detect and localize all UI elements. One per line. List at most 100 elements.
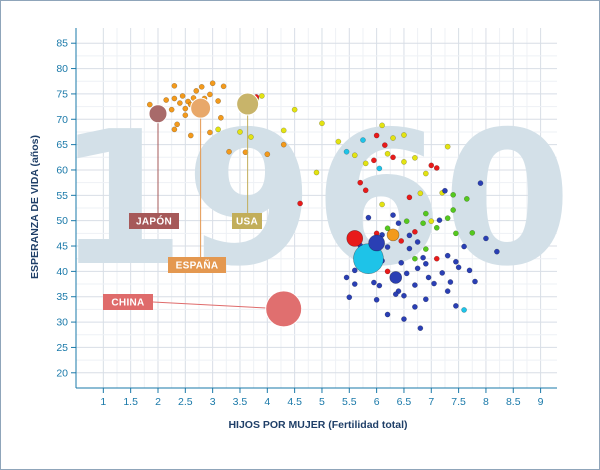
x-tick-label: 3.5 xyxy=(233,396,248,408)
y-tick-label: 40 xyxy=(56,266,68,278)
y-tick-label: 50 xyxy=(56,215,68,227)
x-tick-label: 6.5 xyxy=(397,396,412,408)
x-tick-label: 3 xyxy=(210,396,216,408)
data-point-americas xyxy=(319,120,325,127)
x-tick-label: 9 xyxy=(538,396,544,408)
data-point-europe xyxy=(179,93,186,99)
data-point-middle-east xyxy=(453,230,459,237)
callouts: JAPÓN ESPAÑA USA CHINA xyxy=(103,92,303,328)
data-point-asia xyxy=(357,179,364,186)
x-tick-label: 2.5 xyxy=(178,396,193,408)
data-point-large xyxy=(386,228,400,242)
callout-box xyxy=(129,213,179,229)
data-point-europe xyxy=(198,83,205,90)
data-point-africa xyxy=(477,180,484,187)
data-point-americas xyxy=(444,143,451,150)
data-point-africa xyxy=(343,274,350,281)
data-point-middle-east xyxy=(433,224,440,231)
data-point-asia xyxy=(412,228,418,235)
data-point-africa xyxy=(439,270,446,276)
data-point-africa xyxy=(395,220,402,227)
data-point-asia xyxy=(381,142,388,148)
data-point-americas xyxy=(401,132,407,138)
y-tick-label: 25 xyxy=(56,342,68,354)
data-point-africa xyxy=(406,232,413,239)
data-point-middle-east xyxy=(422,246,429,252)
data-point-africa xyxy=(466,267,473,274)
data-point-europe xyxy=(209,80,216,87)
callout-box xyxy=(232,213,262,229)
data-point-americas xyxy=(379,201,385,208)
data-point-europe xyxy=(187,132,194,139)
callout-label: CHINA xyxy=(111,298,144,309)
data-point-large xyxy=(353,243,384,275)
data-point-middle-east xyxy=(384,225,391,232)
data-point-large xyxy=(368,234,385,252)
highlighted-point xyxy=(265,290,303,328)
data-point-africa xyxy=(461,243,467,250)
data-point-americas xyxy=(401,159,407,165)
data-point-africa xyxy=(412,304,418,310)
data-point-middle-east xyxy=(444,215,451,221)
data-point-americas xyxy=(379,122,385,129)
data-point-africa xyxy=(401,316,407,322)
data-point-asia xyxy=(433,255,440,262)
data-point-africa xyxy=(414,265,421,272)
data-point-europe xyxy=(193,88,200,94)
data-point-asia xyxy=(398,238,405,244)
highlighted-point xyxy=(236,92,260,116)
x-tick-label: 6 xyxy=(374,396,380,408)
data-point-americas xyxy=(291,106,298,113)
data-point-africa xyxy=(472,278,478,285)
data-point-africa xyxy=(373,296,380,303)
data-point-asia xyxy=(433,165,440,171)
data-point-europe xyxy=(207,91,213,98)
y-tick-label: 45 xyxy=(56,241,68,253)
data-point-americas xyxy=(428,218,435,225)
highlighted-point xyxy=(190,97,212,119)
y-tick-label: 70 xyxy=(56,114,68,126)
data-point-americas xyxy=(313,169,320,176)
y-tick-label: 80 xyxy=(56,63,68,75)
data-point-americas xyxy=(422,170,429,177)
data-point-middle-east xyxy=(403,218,410,225)
data-point-europe xyxy=(177,100,183,106)
data-point-europe xyxy=(217,114,224,121)
callout-label: JAPÓN xyxy=(136,215,172,228)
data-point-europe xyxy=(171,82,178,89)
data-point-asia xyxy=(373,132,380,139)
data-point-africa xyxy=(346,294,353,301)
data-point-africa xyxy=(412,282,418,288)
x-tick-label: 7.5 xyxy=(451,396,466,408)
y-tick-label: 35 xyxy=(56,291,68,303)
data-point-europe xyxy=(280,141,287,148)
x-tick-label: 1.5 xyxy=(123,396,138,408)
data-point-africa xyxy=(390,212,396,218)
data-point-africa xyxy=(376,282,383,289)
data-point-africa xyxy=(384,311,391,318)
data-point-europe xyxy=(215,98,221,104)
highlighted-point xyxy=(148,104,168,124)
data-point-europe xyxy=(171,95,178,102)
data-point-africa xyxy=(406,245,413,252)
data-point-middle-east xyxy=(450,191,456,198)
data-point-asia xyxy=(406,194,413,201)
y-tick-label: 85 xyxy=(56,38,68,50)
x-tick-label: 2 xyxy=(155,396,161,408)
data-point-europe xyxy=(171,126,178,133)
y-tick-label: 20 xyxy=(56,367,68,379)
data-point-africa xyxy=(401,292,407,299)
data-point-africa xyxy=(422,296,429,303)
data-point-americas xyxy=(258,93,265,99)
data-point-middle-east xyxy=(450,207,456,213)
data-point-africa xyxy=(398,259,405,266)
data-point-africa xyxy=(425,274,432,281)
year-watermark: 1960 xyxy=(57,91,572,307)
data-point-africa xyxy=(436,217,443,224)
data-point-oceania xyxy=(360,137,366,143)
data-point-asia xyxy=(297,200,303,207)
data-point-asia xyxy=(371,157,377,164)
x-tick-label: 7 xyxy=(428,396,434,408)
data-point-europe xyxy=(220,83,227,90)
